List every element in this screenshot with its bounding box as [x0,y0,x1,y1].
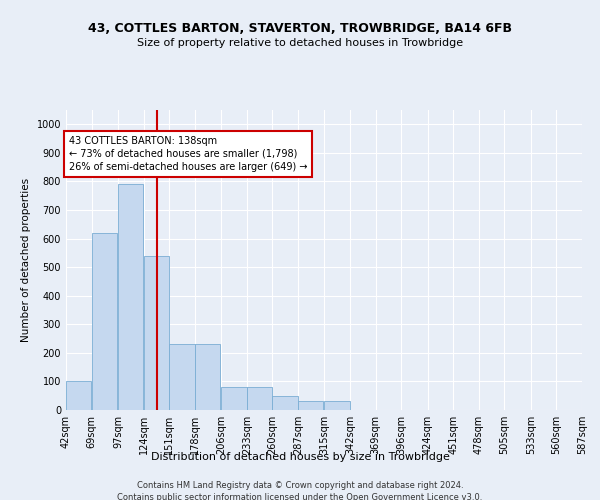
Bar [118,184,143,410]
Text: Contains public sector information licensed under the Open Government Licence v3: Contains public sector information licen… [118,492,482,500]
Bar [92,233,117,410]
Text: 43 COTTLES BARTON: 138sqm
← 73% of detached houses are smaller (1,798)
26% of se: 43 COTTLES BARTON: 138sqm ← 73% of detac… [69,136,307,172]
Bar [195,344,220,410]
Bar [169,344,194,410]
Bar [66,382,91,410]
Text: Distribution of detached houses by size in Trowbridge: Distribution of detached houses by size … [151,452,449,462]
Bar [143,256,169,410]
Bar [298,402,323,410]
Y-axis label: Number of detached properties: Number of detached properties [21,178,31,342]
Bar [272,396,298,410]
Text: 43, COTTLES BARTON, STAVERTON, TROWBRIDGE, BA14 6FB: 43, COTTLES BARTON, STAVERTON, TROWBRIDG… [88,22,512,36]
Text: Size of property relative to detached houses in Trowbridge: Size of property relative to detached ho… [137,38,463,48]
Bar [247,387,272,410]
Bar [325,402,350,410]
Text: Contains HM Land Registry data © Crown copyright and database right 2024.: Contains HM Land Registry data © Crown c… [137,481,463,490]
Bar [221,387,247,410]
